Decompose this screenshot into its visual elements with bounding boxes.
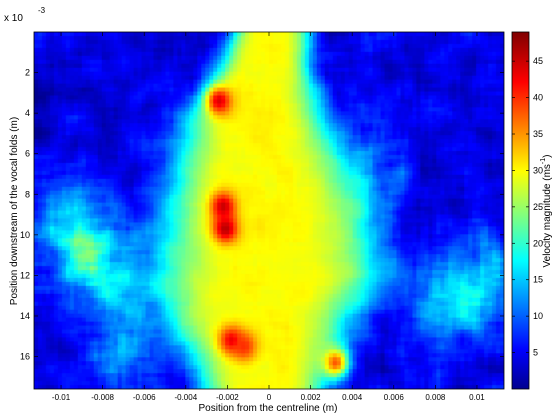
y-tick-label: 4 — [25, 108, 30, 118]
x-axis-ticks: -0.01 -0.008 -0.006 -0.004 -0.002 0 0.002 0.004… — [52, 32, 485, 402]
x-tick-label: 0.004 — [342, 393, 363, 402]
colorbar-tick-label: 30 — [533, 165, 543, 175]
x-tick-label: 0.01 — [469, 393, 485, 402]
x-tick-label: -0.002 — [216, 393, 239, 402]
x-tick-label: -0.006 — [133, 393, 156, 402]
x-axis-label: Position from the centreline (m) — [199, 403, 338, 414]
heatmap-image — [34, 32, 504, 389]
y-tick-label: 12 — [20, 270, 30, 280]
colorbar-tick-label: 35 — [533, 129, 543, 139]
colorbar-tick-label: 5 — [533, 348, 538, 358]
y-exponent-power: -3 — [38, 6, 46, 15]
y-axis-ticks: 2 4 6 8 10 12 14 16 — [20, 68, 504, 362]
y-tick-label: 10 — [20, 230, 30, 240]
x-tick-label: -0.004 — [174, 393, 197, 402]
colorbar-frame — [511, 31, 530, 390]
x-tick-label: 0.006 — [384, 393, 405, 402]
colorbar — [512, 32, 529, 389]
colorbar-ticks: 5 10 15 20 25 30 35 40 45 — [512, 56, 543, 358]
y-exponent-label: x 10 — [4, 13, 23, 24]
colorbar-label-group: Velocity magnitude (ms-1) — [540, 155, 553, 268]
y-tick-label: 14 — [20, 311, 30, 321]
colorbar-tick-label: 10 — [533, 311, 543, 321]
colorbar-label: Velocity magnitude (ms-1) — [540, 155, 553, 268]
colorbar-tick-label: 20 — [533, 238, 543, 248]
x-tick-label: 0.008 — [425, 393, 446, 402]
y-axis-label: Position downstream of the vocal folds (… — [9, 117, 20, 305]
colorbar-tick-label: 25 — [533, 202, 543, 212]
velocity-heatmap — [34, 32, 504, 389]
y-tick-label: 2 — [25, 68, 30, 78]
colorbar-tick-label: 40 — [533, 93, 543, 103]
y-tick-label: 6 — [25, 149, 30, 159]
x-tick-label: -0.008 — [91, 393, 114, 402]
colorbar-tick-label: 45 — [533, 56, 543, 66]
x-tick-label: -0.01 — [52, 393, 71, 402]
x-tick-label: 0 — [267, 393, 272, 402]
y-tick-label: 16 — [20, 352, 30, 362]
y-tick-label: 8 — [25, 189, 30, 199]
x-tick-label: 0.002 — [301, 393, 322, 402]
colorbar-tick-label: 15 — [533, 275, 543, 285]
